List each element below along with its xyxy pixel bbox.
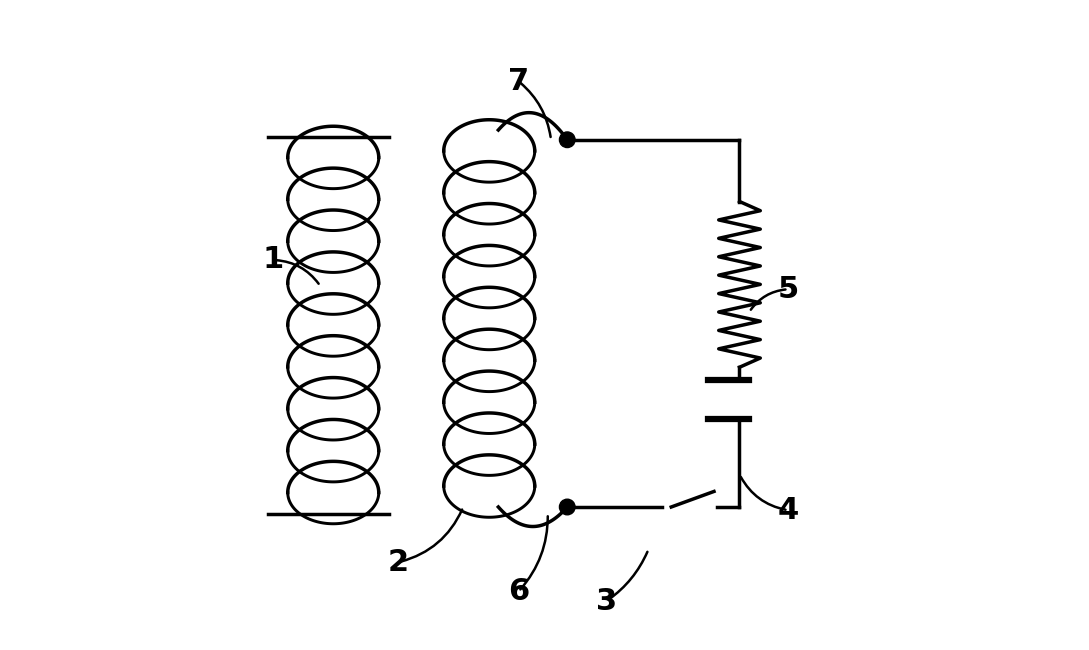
Text: 4: 4 <box>778 496 799 525</box>
Text: 7: 7 <box>507 67 529 96</box>
Text: 5: 5 <box>778 275 799 304</box>
Text: 1: 1 <box>262 246 284 274</box>
Text: 3: 3 <box>596 587 616 616</box>
Text: 2: 2 <box>388 548 408 577</box>
Text: 6: 6 <box>507 577 529 606</box>
Circle shape <box>560 132 575 148</box>
Circle shape <box>560 499 575 515</box>
